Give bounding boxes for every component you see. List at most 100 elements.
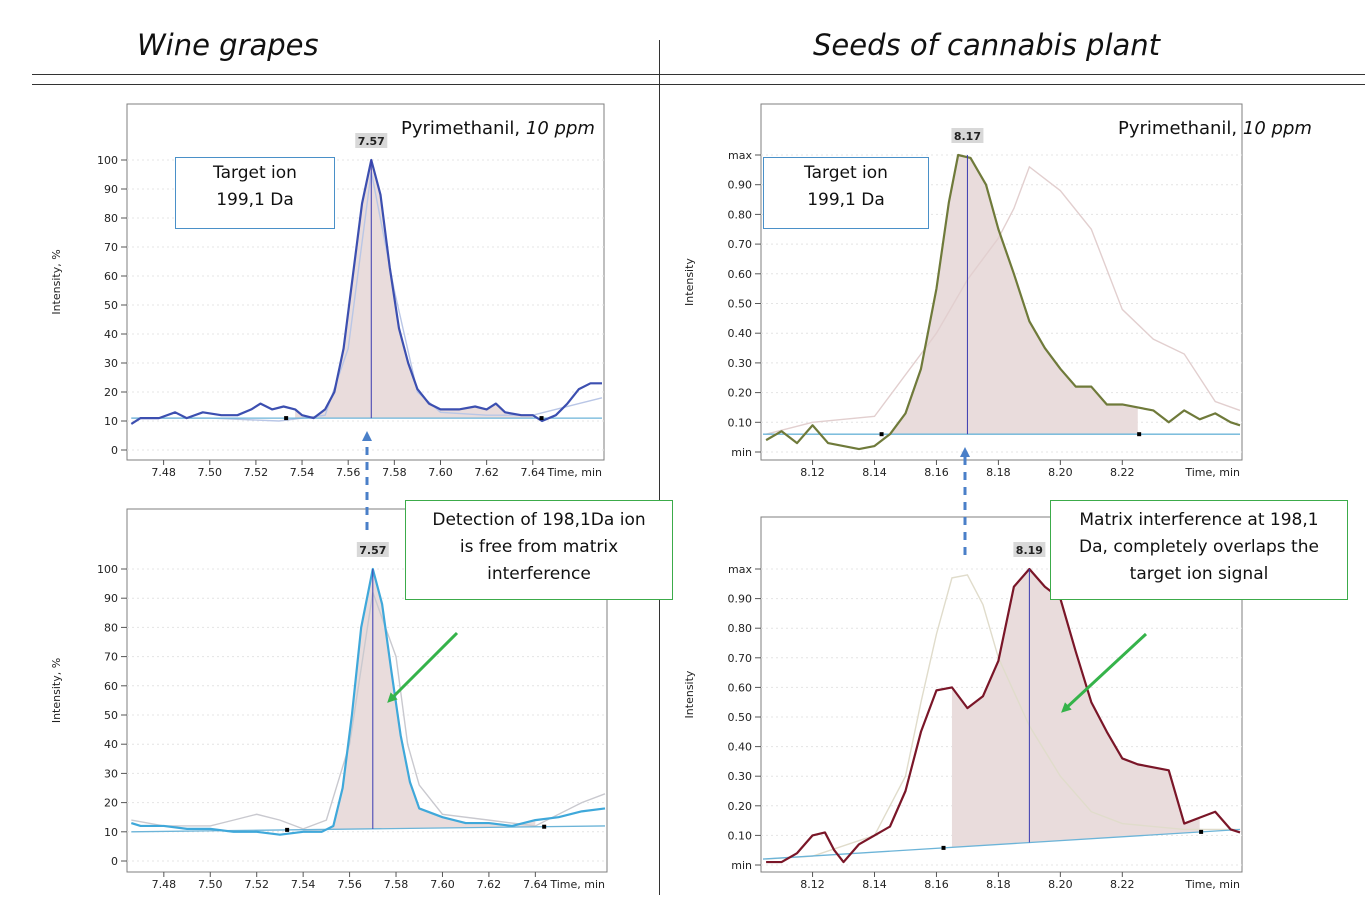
green-arrow-right: [1061, 632, 1148, 713]
y-tick-label: 90: [104, 592, 118, 605]
y-tick-label: 70: [104, 651, 118, 664]
x-tick-label: 7.62: [477, 878, 502, 891]
callout-line: Target ion: [804, 163, 888, 183]
y-tick-label: 20: [104, 386, 118, 399]
peak-label-bg: [355, 133, 388, 148]
x-tick-label: 8.14: [862, 466, 887, 479]
y-tick-label: 100: [97, 154, 118, 167]
x-tick-label: 8.18: [986, 878, 1011, 891]
x-tick-label: 8.22: [1110, 878, 1135, 891]
y-tick-label: 0.30: [728, 357, 753, 370]
callout-line: Target ion: [213, 163, 297, 183]
y-tick-label: 0.10: [728, 829, 753, 842]
x-tick-label: 7.48: [151, 466, 176, 479]
integration-marker: [1137, 432, 1142, 437]
baseline-trace: [131, 825, 606, 833]
x-tick-label: 7.58: [382, 466, 407, 479]
x-tick-label: 7.56: [336, 466, 361, 479]
main-trace: [766, 567, 1241, 864]
y-tick-label: 40: [104, 738, 118, 751]
chart-cannabis-bottom: min 0.10 0.20 0.30 0.40 0.50 0.60 0.70 0.80 0.90 m…: [683, 516, 1243, 891]
y-axis-label: Intensity, %: [50, 249, 63, 314]
reference-trace: [131, 592, 606, 830]
y-tick-label: 30: [104, 767, 118, 780]
integration-marker: [284, 416, 289, 421]
y-tick-label: 0.10: [728, 416, 753, 429]
compound-concentration: 10 ppm: [1242, 118, 1312, 139]
callout-line: target ion signal: [1129, 564, 1269, 584]
main-trace: [130, 567, 606, 836]
y-tick-label: 0.40: [728, 741, 753, 754]
reference-trace: [766, 574, 1240, 860]
peak-label: 8.19: [1016, 544, 1043, 557]
y-axis-label: Intensity: [683, 670, 696, 718]
x-tick-label: 8.20: [1048, 466, 1073, 479]
title-wine-grapes: Wine grapes: [137, 28, 319, 62]
y-tick-label: 0.20: [728, 800, 753, 813]
x-tick-label: 8.18: [986, 466, 1011, 479]
y-tick-label: 0.70: [728, 652, 753, 665]
y-tick-label: 0.50: [728, 711, 753, 724]
x-axis-label: Time, min: [1184, 878, 1240, 891]
y-tick-label: min: [731, 446, 752, 459]
x-tick-label: 7.56: [337, 878, 362, 891]
y-tick-label: 10: [104, 415, 118, 428]
header-rule-bottom: [32, 84, 1365, 85]
y-tick-label: 10: [104, 826, 118, 839]
y-tick-label: 50: [104, 709, 118, 722]
callout-line: 199,1 Da: [216, 190, 294, 210]
y-axis-label: Intensity: [683, 258, 696, 306]
column-divider: [659, 40, 660, 895]
peak-label-bg: [356, 542, 389, 557]
y-axis-label: Intensity, %: [50, 658, 63, 723]
peak-label: 8.17: [954, 130, 981, 143]
callout-line: 199,1 Da: [807, 190, 885, 210]
compound-label-right: Pyrimethanil, 10 ppm: [1118, 118, 1312, 139]
y-tick-label: 0: [111, 444, 118, 457]
chart-wine-top: 0 10 20 30 40 50 60 70 80 90 100 7.48 7.50 7.52 7.54 7.…: [50, 103, 605, 479]
callout-line: Detection of 198,1Da ion: [432, 510, 646, 530]
y-tick-label: 0.90: [728, 593, 753, 606]
peak-area: [295, 160, 533, 419]
peak-area: [889, 155, 1138, 435]
x-tick-label: 8.20: [1048, 878, 1073, 891]
x-tick-label: 8.14: [862, 878, 887, 891]
x-tick-label: 8.16: [924, 878, 949, 891]
y-tick-label: 70: [104, 241, 118, 254]
target-ion-callout-right: Target ion 199,1 Da: [763, 157, 929, 229]
y-tick-label: 0: [111, 855, 118, 868]
y-tick-label: 0.60: [728, 268, 753, 281]
x-tick-label: 7.60: [428, 466, 453, 479]
x-tick-label: 7.54: [290, 466, 315, 479]
header-rule-top: [32, 74, 1365, 75]
y-tick-label: 60: [104, 680, 118, 693]
peak-area: [951, 569, 1200, 848]
x-tick-label: 7.64: [523, 878, 548, 891]
x-axis-label: Time, min: [549, 878, 605, 891]
callout-line: is free from matrix: [459, 537, 619, 557]
integration-marker: [542, 824, 547, 829]
y-tick-label: 0.70: [728, 238, 753, 251]
y-tick-label: max: [728, 563, 752, 576]
y-tick-label: 0.40: [728, 327, 753, 340]
y-tick-label: 100: [97, 563, 118, 576]
callout-line: interference: [487, 564, 591, 584]
integration-marker: [1199, 829, 1204, 834]
target-ion-callout-left: Target ion 199,1 Da: [175, 157, 335, 229]
compound-label-left: Pyrimethanil, 10 ppm: [401, 118, 595, 139]
x-tick-label: 7.50: [198, 466, 223, 479]
callout-line: Da, completely overlaps the: [1079, 537, 1319, 557]
y-tick-label: 60: [104, 270, 118, 283]
compound-concentration: 10 ppm: [525, 118, 595, 139]
y-tick-label: 90: [104, 183, 118, 196]
y-tick-label: 30: [104, 357, 118, 370]
y-tick-label: 0.60: [728, 681, 753, 694]
x-tick-label: 7.54: [291, 878, 316, 891]
callout-line: Matrix interference at 198,1: [1079, 510, 1319, 530]
integration-marker: [879, 432, 884, 437]
compound-name: Pyrimethanil,: [1118, 118, 1238, 139]
x-tick-label: 7.52: [244, 466, 269, 479]
matrix-interference-callout: Matrix interference at 198,1 Da, complet…: [1050, 500, 1348, 600]
x-tick-label: 8.16: [924, 466, 949, 479]
peak-label-bg: [1013, 542, 1046, 557]
